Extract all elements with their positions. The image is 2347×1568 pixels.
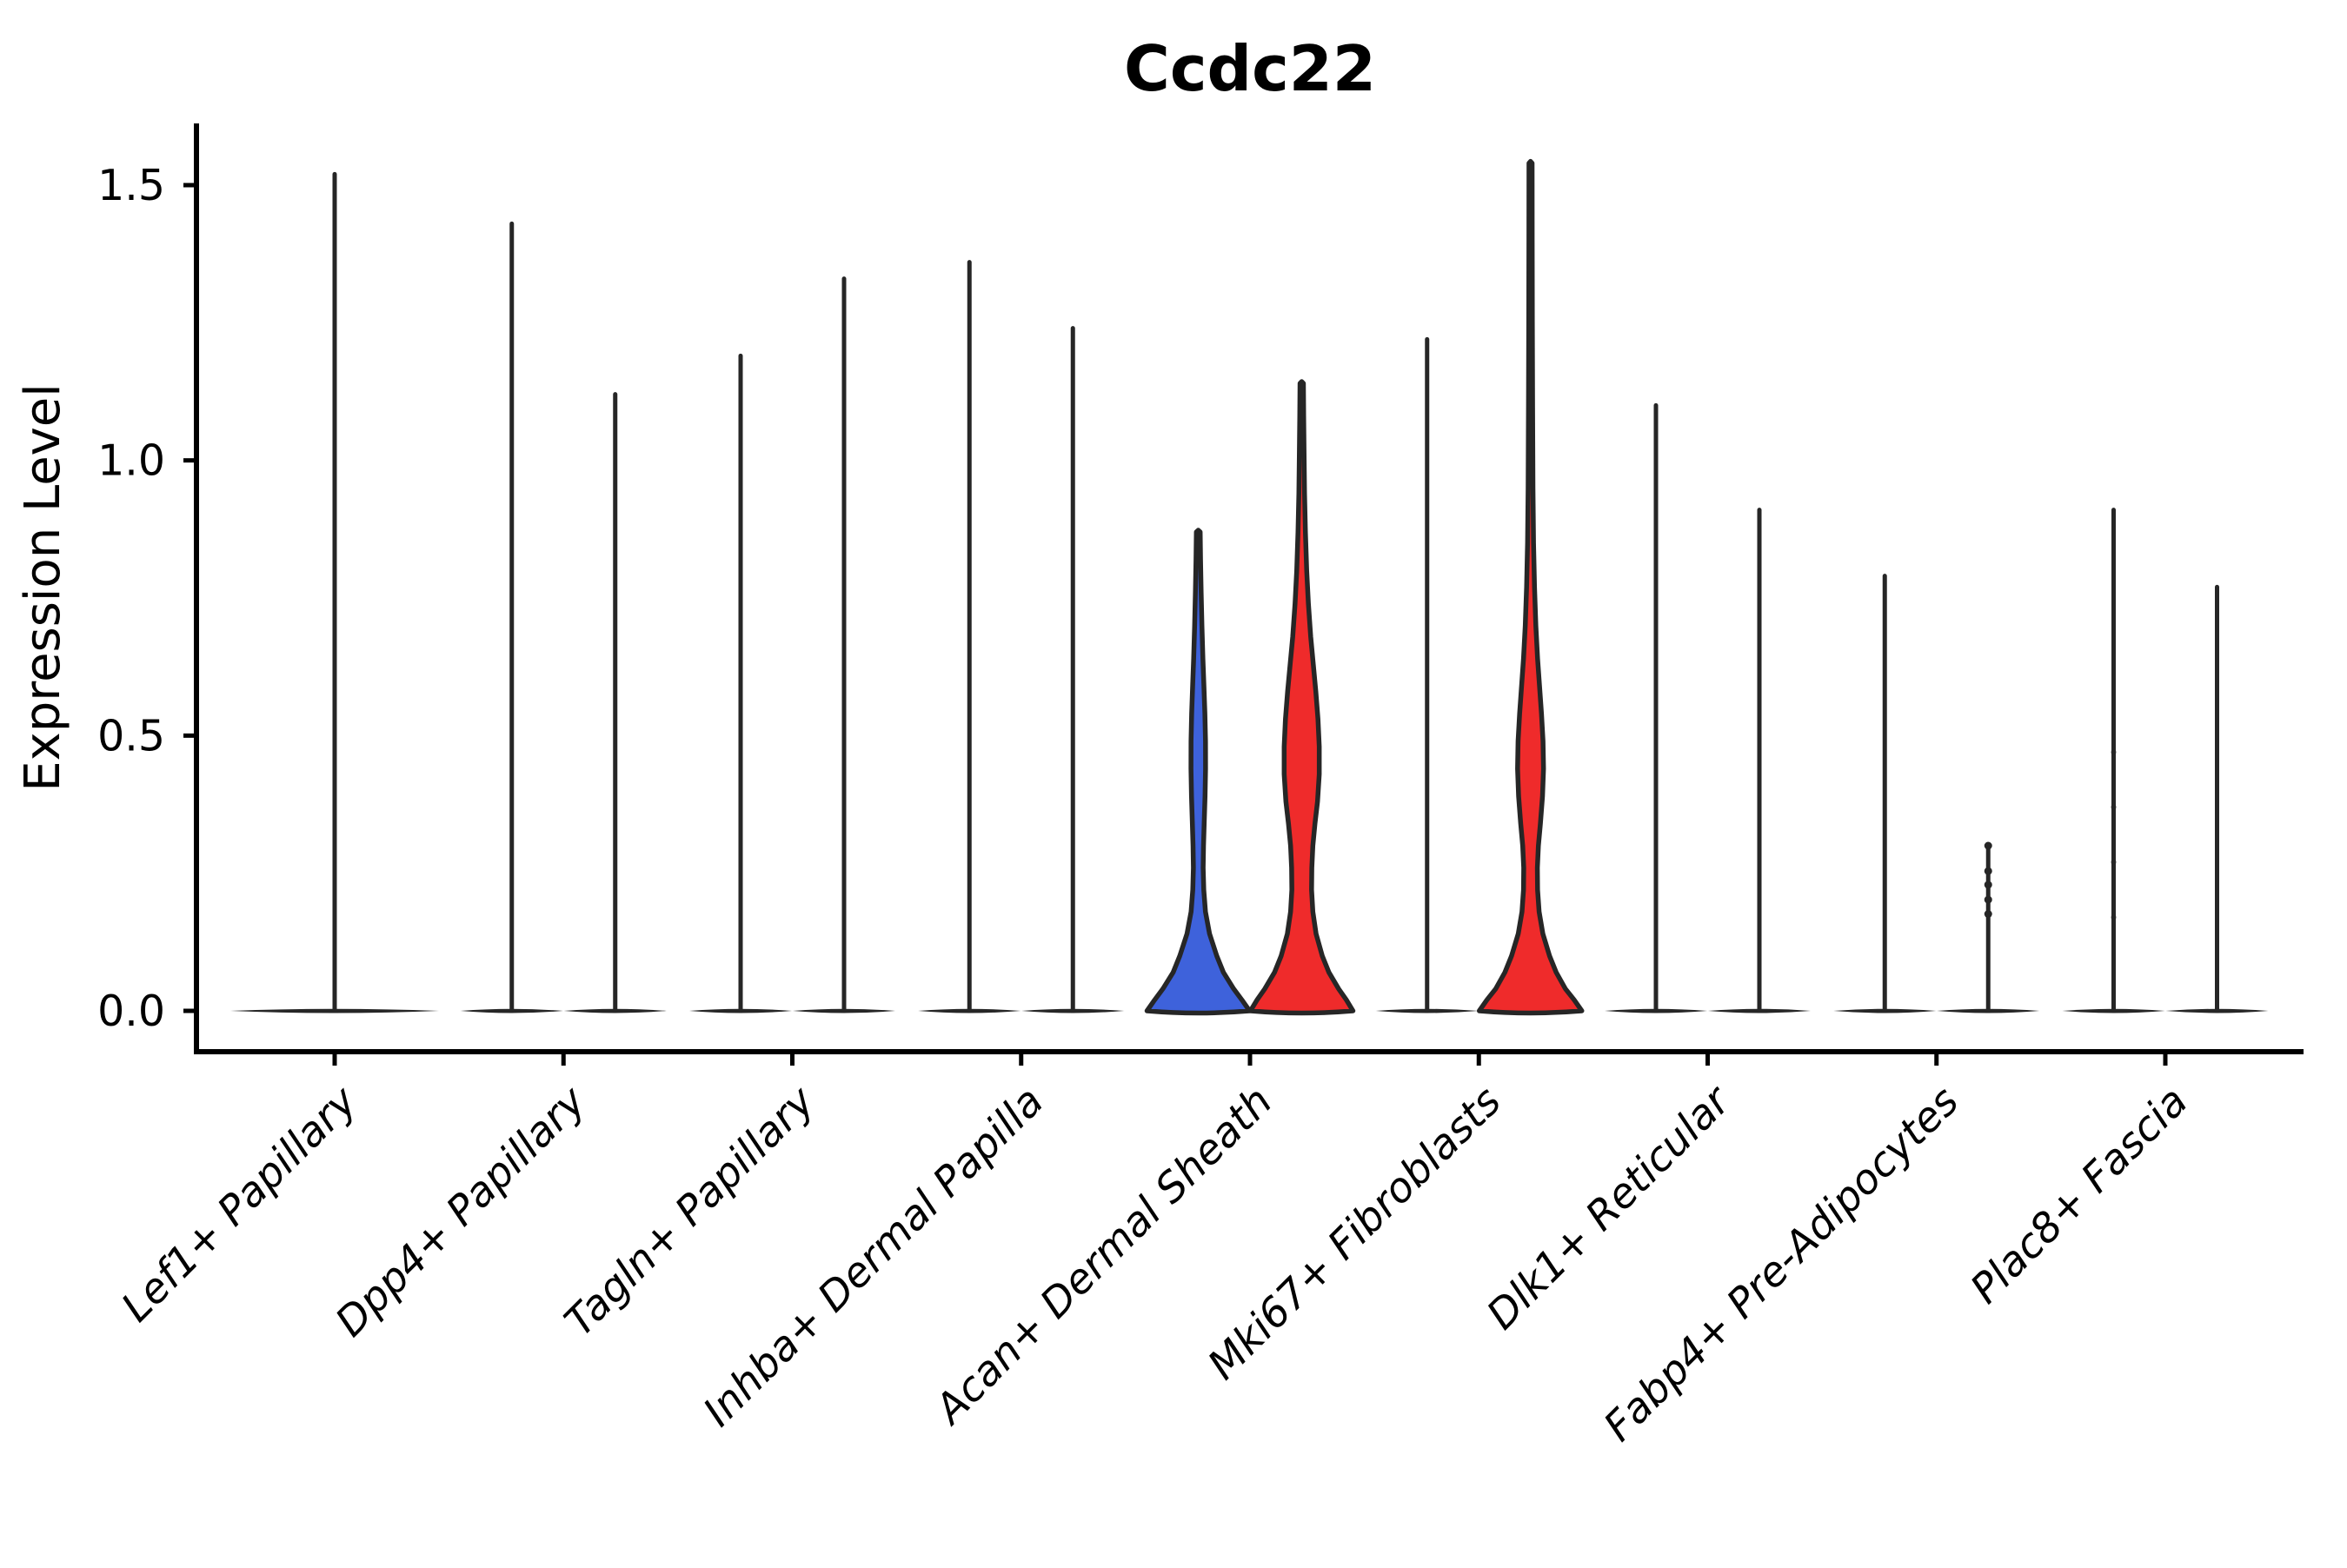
violin-dpp4-papillary-left xyxy=(460,221,563,1013)
y-tick-label: 1.0 xyxy=(97,436,165,486)
violin-tagln-papillary-right xyxy=(793,276,895,1013)
y-axis-ticks: 0.0 0.5 1.0 1.5 xyxy=(97,161,196,1036)
violin-inhba-dermal-papilla-right xyxy=(1021,326,1125,1013)
violin-dpp4-papillary-right xyxy=(563,392,667,1013)
violins xyxy=(230,158,2269,1016)
violin-dot xyxy=(2111,859,2117,866)
y-tick-label: 0.0 xyxy=(97,987,165,1036)
violin-plac8-fascia-right xyxy=(2165,584,2269,1013)
violin-mki67-fibroblasts-right xyxy=(1477,158,1585,1016)
violin-dot xyxy=(2111,804,2117,810)
violin-dot xyxy=(1984,895,1992,904)
violin-lef1-papillary-single xyxy=(230,171,439,1013)
violin-acan-dermal-sheath-right xyxy=(1247,379,1356,1016)
violin-dot xyxy=(2111,749,2117,755)
violin-dlk1-reticular-right xyxy=(1708,508,1811,1013)
violin-dot xyxy=(1984,867,1992,875)
y-tick-label: 1.5 xyxy=(97,161,165,210)
violin-plac8-fascia-left xyxy=(2062,508,2165,1013)
violin-dlk1-reticular-left xyxy=(1605,402,1707,1013)
violin-dot xyxy=(1984,841,1992,850)
violin-dot xyxy=(1984,910,1992,919)
violin-dot xyxy=(2111,914,2117,920)
violin-body xyxy=(1144,528,1253,1016)
violin-body xyxy=(1477,158,1585,1016)
violin-body xyxy=(1247,379,1356,1016)
plot-title: Ccdc22 xyxy=(1124,32,1376,105)
violin-fabp4-pre-adipocytes-right xyxy=(1937,841,2040,1013)
violin-acan-dermal-sheath-left xyxy=(1144,528,1253,1016)
y-axis-label: Expression Level xyxy=(15,383,71,792)
violin-mki67-fibroblasts-left xyxy=(1375,336,1479,1013)
y-tick-label: 0.5 xyxy=(97,711,165,761)
violin-inhba-dermal-papilla-left xyxy=(918,260,1021,1013)
violin-fabp4-pre-adipocytes-left xyxy=(1833,574,1937,1013)
violin-tagln-papillary-left xyxy=(689,353,792,1013)
violin-dot xyxy=(1984,880,1992,889)
